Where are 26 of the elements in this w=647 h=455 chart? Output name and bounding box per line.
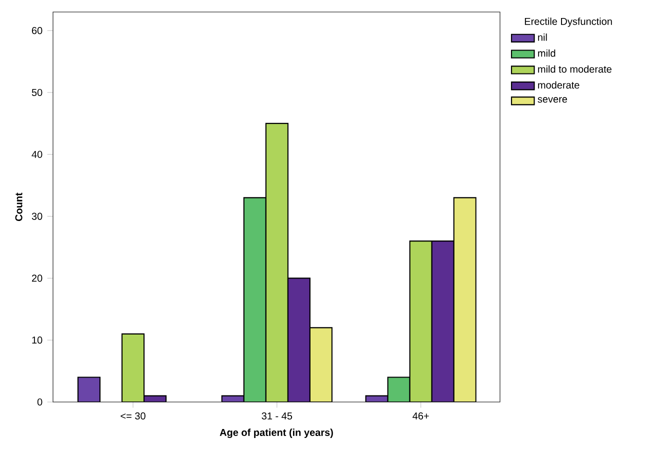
x-tick-label: 46+ [412, 412, 429, 420]
x-axis-title: Age of patient (in years) [220, 428, 333, 438]
legend-label: moderate [538, 81, 580, 89]
legend-label: mild to moderate [538, 65, 612, 73]
x-tick-label: 31 - 45 [262, 412, 292, 420]
y-tick-label: 50 [32, 88, 42, 96]
legend-title: Erectile Dysfunction [524, 18, 612, 27]
bar [409, 240, 432, 402]
bar [387, 376, 410, 402]
y-tick-label: 0 [37, 398, 42, 406]
legend-label: mild [538, 49, 556, 57]
bar [287, 278, 310, 402]
y-axis-title: Count [15, 192, 22, 222]
bar [243, 197, 266, 402]
bar [431, 240, 454, 402]
y-tick-label: 40 [32, 150, 42, 158]
y-tick-label: 30 [32, 212, 42, 220]
legend-label: severe [538, 97, 568, 103]
bar [121, 333, 145, 402]
legend-label: nil [538, 34, 547, 41]
bar [77, 376, 101, 402]
bar [265, 122, 288, 402]
y-tick-label: 60 [32, 27, 42, 34]
y-tick-label: 20 [32, 274, 42, 282]
x-tick-label: <= 30 [120, 412, 146, 420]
y-tick-label: 10 [32, 336, 42, 344]
